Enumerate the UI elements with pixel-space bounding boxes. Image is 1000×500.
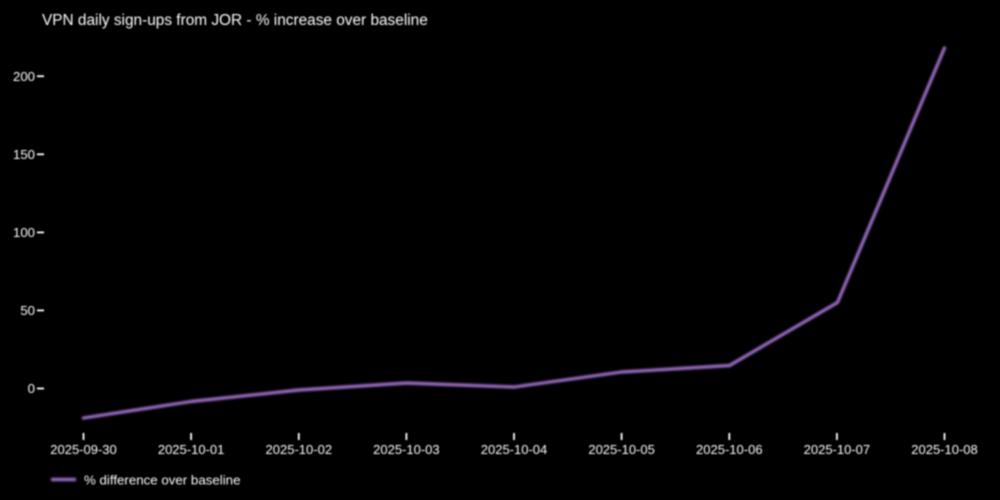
svg-text:2025-09-30: 2025-09-30 bbox=[50, 442, 117, 457]
svg-text:200: 200 bbox=[13, 69, 35, 84]
svg-text:2025-10-04: 2025-10-04 bbox=[481, 442, 548, 457]
svg-text:150: 150 bbox=[13, 147, 35, 162]
svg-text:0: 0 bbox=[28, 381, 35, 396]
svg-text:100: 100 bbox=[13, 225, 35, 240]
svg-text:2025-10-02: 2025-10-02 bbox=[266, 442, 333, 457]
svg-text:2025-10-07: 2025-10-07 bbox=[804, 442, 871, 457]
svg-text:2025-10-08: 2025-10-08 bbox=[911, 442, 978, 457]
svg-text:% difference over baseline: % difference over baseline bbox=[84, 472, 240, 487]
svg-text:2025-10-03: 2025-10-03 bbox=[373, 442, 440, 457]
svg-text:2025-10-01: 2025-10-01 bbox=[158, 442, 225, 457]
svg-text:VPN daily sign-ups from JOR -: VPN daily sign-ups from JOR - % increase… bbox=[42, 12, 428, 29]
svg-text:50: 50 bbox=[20, 303, 35, 318]
svg-text:2025-10-06: 2025-10-06 bbox=[696, 442, 763, 457]
svg-text:2025-10-05: 2025-10-05 bbox=[588, 442, 655, 457]
